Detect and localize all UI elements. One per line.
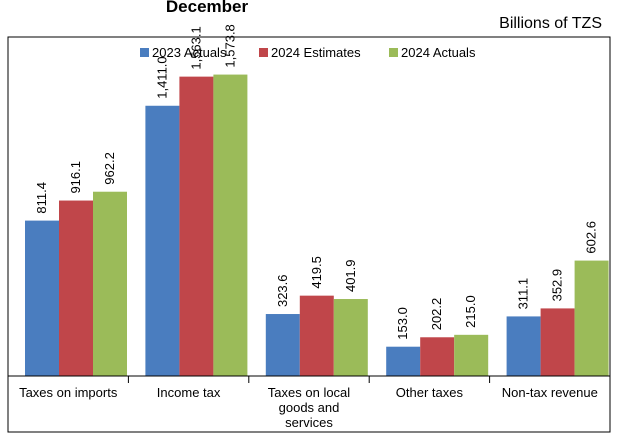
category-label-3: Taxes on local goods and services xyxy=(268,385,350,430)
bar-2-4 xyxy=(420,337,455,376)
bar-1-4 xyxy=(386,346,421,376)
value-label-1-2: 1,411.0 xyxy=(154,56,169,98)
legend-swatch-3 xyxy=(389,48,398,57)
bar-2-5 xyxy=(540,308,575,376)
legend-label-3: 2024 Actuals xyxy=(401,45,476,60)
bars-group xyxy=(25,74,609,377)
category-label-1: Taxes on imports xyxy=(19,385,118,400)
legend-label-2: 2024 Estimates xyxy=(271,45,361,60)
bar-2-2 xyxy=(179,76,214,376)
value-label-3-5: 602.6 xyxy=(584,221,599,254)
bar-1-5 xyxy=(506,316,541,376)
category-label-line: Taxes on imports xyxy=(19,385,118,400)
legend-label-1: 2023 Actuals xyxy=(152,45,227,60)
value-label-3-1: 962.2 xyxy=(102,152,117,185)
value-label-2-5: 352.9 xyxy=(550,269,565,302)
category-label-line: services xyxy=(285,415,333,430)
bar-1-1 xyxy=(25,220,59,376)
bar-1-2 xyxy=(145,105,180,376)
value-label-1-4: 153.0 xyxy=(395,307,410,340)
legend: 2023 Actuals 2024 Estimates 2024 Actuals xyxy=(140,45,476,60)
bar-2-3 xyxy=(299,295,334,376)
value-label-3-4: 215.0 xyxy=(463,295,478,328)
category-label-line: Taxes on local xyxy=(268,385,350,400)
bar-3-2 xyxy=(213,74,248,377)
category-label-4: Other taxes xyxy=(396,385,464,400)
bar-2-1 xyxy=(59,200,93,376)
bar-3-4 xyxy=(454,334,489,376)
value-label-1-3: 323.6 xyxy=(275,274,290,307)
chart-title: December xyxy=(166,0,249,16)
category-label-2: Income tax xyxy=(157,385,221,400)
value-labels-group: 811.4 916.1 962.2 1,411.0 1,563.1 1,573.8 323.… xyxy=(34,24,599,339)
bar-3-5 xyxy=(574,260,609,376)
value-label-2-2: 1,563.1 xyxy=(188,26,203,69)
plot-frame xyxy=(7,36,611,433)
value-label-3-2: 1,573.8 xyxy=(222,24,237,67)
value-label-2-1: 916.1 xyxy=(68,161,83,194)
value-label-1-5: 311.1 xyxy=(516,278,531,310)
value-label-1-1: 811.4 xyxy=(34,182,49,214)
legend-swatch-1 xyxy=(140,48,149,57)
x-axis-ticks xyxy=(127,376,491,383)
category-labels-group: Taxes on imports Income tax Taxes on local… xyxy=(19,385,598,430)
category-label-line: Other taxes xyxy=(396,385,464,400)
value-label-2-3: 419.5 xyxy=(309,256,324,289)
bar-1-3 xyxy=(265,314,300,376)
legend-swatch-2 xyxy=(259,48,268,57)
value-label-2-4: 202.2 xyxy=(429,298,444,331)
category-label-line: Income tax xyxy=(157,385,221,400)
category-label-5: Non-tax revenue xyxy=(502,385,598,400)
category-label-line: Non-tax revenue xyxy=(502,385,598,400)
category-label-line: goods and xyxy=(279,400,340,415)
unit-label: Billions of TZS xyxy=(499,15,602,32)
value-label-3-3: 401.9 xyxy=(343,259,358,292)
bar-3-1 xyxy=(93,191,127,376)
bar-3-3 xyxy=(333,299,368,376)
